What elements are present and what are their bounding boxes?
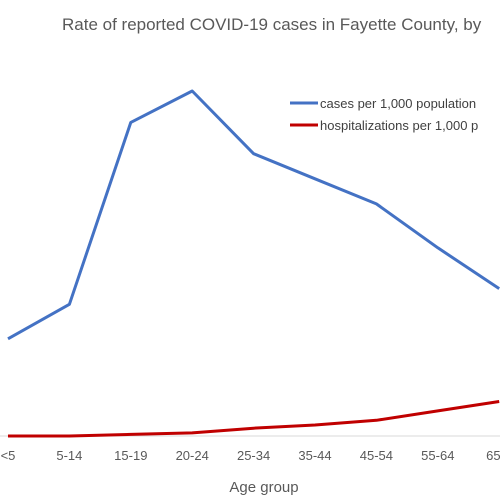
x-tick-labels: <5 5-14 15-19 20-24 25-34 35-44 45-54 55-64 65-7 [1, 448, 500, 463]
x-tick-label: 35-44 [298, 448, 331, 463]
legend: cases per 1,000 population hospitalizatio… [290, 96, 478, 133]
chart-title: Rate of reported COVID-19 cases in Fayet… [62, 15, 482, 34]
legend-label-2: hospitalizations per 1,000 p [320, 118, 478, 133]
x-tick-label: 25-34 [237, 448, 270, 463]
x-tick-label: 20-24 [176, 448, 209, 463]
x-tick-label: 65-7 [486, 448, 500, 463]
series-line-2 [8, 400, 500, 438]
legend-label-1: cases per 1,000 population [320, 96, 476, 111]
x-tick-label: 5-14 [56, 448, 82, 463]
x-tick-label: 45-54 [360, 448, 393, 463]
x-tick-label: <5 [1, 448, 16, 463]
x-tick-label: 15-19 [114, 448, 147, 463]
series-layer [7, 89, 500, 438]
x-axis-label: Age group [229, 479, 298, 496]
x-tick-label: 55-64 [421, 448, 454, 463]
